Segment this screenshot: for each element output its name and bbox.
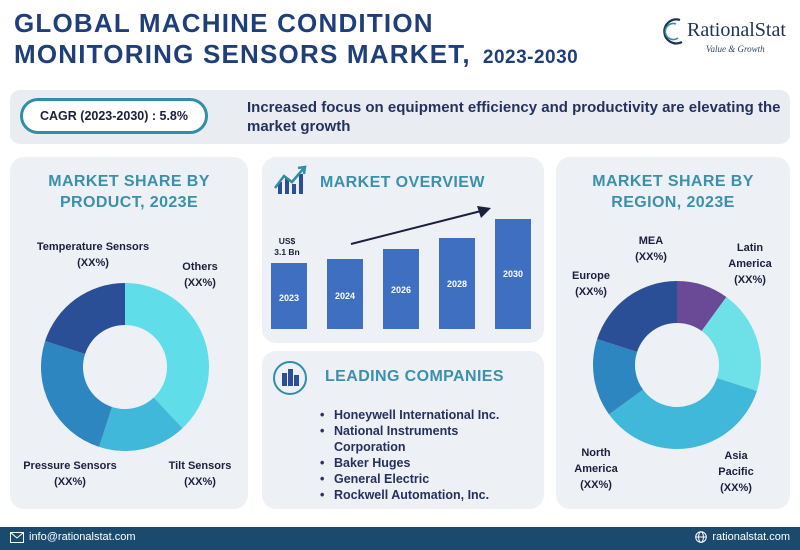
summary-bar: CAGR (2023-2030) : 5.8% Increased focus … — [10, 90, 790, 144]
summary-tagline: Increased focus on equipment efficiency … — [247, 99, 781, 135]
building-icon — [273, 361, 307, 395]
logo-arc-icon — [663, 18, 683, 45]
region-donut-chart — [593, 281, 761, 449]
label-pressure-name: Pressure Sensors — [23, 460, 117, 472]
bar-2023: 2023 — [271, 263, 307, 329]
bar-2028: 2028 — [439, 238, 475, 329]
title-years: 2023-2030 — [482, 47, 579, 68]
bar-2024: 2024 — [327, 259, 363, 329]
label-latin-america: Latin America (XX%) — [722, 240, 778, 288]
label-mea-name: MEA — [638, 235, 664, 247]
brand-name: RationalStat — [687, 19, 786, 41]
brand-tagline: Value & Growth — [706, 44, 765, 54]
label-others-value: (XX%) — [184, 277, 216, 289]
region-slice-latin-america — [701, 297, 761, 391]
start-value-label: US$ 3.1 Bn — [274, 236, 300, 257]
bar-2030: 2030 — [495, 219, 531, 329]
leading-companies-title: Leading Companies — [325, 368, 504, 385]
label-north-america-value: (XX%) — [580, 479, 612, 491]
label-tilt-sensors: Tilt Sensors (XX%) — [160, 458, 240, 490]
label-tilt-value: (XX%) — [184, 476, 216, 488]
label-europe-name: Europe — [572, 270, 610, 282]
companies-list: Honeywell International Inc. National In… — [320, 407, 510, 503]
product-share-title: Market Share by Product, 2023E — [48, 173, 210, 211]
label-pressure-value: (XX%) — [54, 476, 86, 488]
brand-logo: RationalStat Value & Growth — [660, 14, 795, 58]
label-mea: MEA (XX%) — [626, 233, 676, 265]
footer-bar: info@rationalstat.com rationalstat.com — [0, 527, 800, 550]
label-others-name: Others — [182, 261, 218, 273]
bar-year-label: 2028 — [446, 279, 468, 289]
label-mea-value: (XX%) — [635, 251, 667, 263]
label-latin-america-value: (XX%) — [734, 274, 766, 286]
list-item: Honeywell International Inc. — [320, 407, 510, 423]
bar-year-label: 2023 — [278, 293, 300, 303]
label-temperature-name: Temperature Sensors — [36, 241, 150, 253]
market-overview-title: Market Overview — [320, 174, 485, 191]
region-slice-north-america — [593, 339, 644, 415]
label-europe-value: (XX%) — [575, 286, 607, 298]
list-item: General Electric — [320, 471, 510, 487]
label-europe: Europe (XX%) — [566, 268, 616, 300]
email-icon — [10, 531, 24, 543]
label-others: Others (XX%) — [170, 259, 230, 291]
title-line-2: Monitoring Sensors Market, — [14, 39, 471, 69]
page-title: Global Machine Condition Monitoring Sens… — [14, 8, 624, 70]
bar-2026: 2026 — [383, 249, 419, 329]
product-slice-tilt-sensors — [40, 341, 113, 447]
bar-year-label: 2026 — [390, 285, 412, 295]
bar-year-label: 2024 — [334, 291, 356, 301]
list-item: Rockwell Automation, Inc. — [320, 487, 510, 503]
region-slice-europe — [597, 281, 677, 353]
list-item: National Instruments Corporation — [320, 423, 510, 455]
footer-website-link[interactable]: rationalstat.com — [712, 531, 790, 543]
market-bar-chart: 2023 2024 2026 2028 2030 — [262, 157, 544, 343]
region-slice-asia-pacific — [609, 377, 757, 449]
growth-arrow-icon — [350, 206, 491, 245]
label-latin-america-name: Latin America — [728, 242, 772, 270]
product-donut-chart — [40, 283, 210, 451]
region-slice-mea — [677, 281, 727, 332]
product-slice-pressure-sensors — [45, 283, 125, 355]
cagr-badge: CAGR (2023-2030) : 5.8% — [20, 98, 208, 134]
product-slice-temperature-sensors — [125, 283, 210, 429]
region-share-title: Market Share by Region, 2023E — [592, 173, 754, 211]
label-temperature-value: (XX%) — [77, 257, 109, 269]
trend-chart-icon — [274, 165, 307, 194]
label-north-america-name: North America — [574, 447, 618, 475]
product-slice-others — [99, 397, 183, 451]
label-tilt-name: Tilt Sensors — [168, 460, 232, 472]
label-temperature-sensors: Temperature Sensors (XX%) — [18, 239, 168, 271]
globe-icon — [695, 531, 708, 543]
list-item: Baker Huges — [320, 455, 510, 471]
label-pressure-sensors: Pressure Sensors (XX%) — [15, 458, 125, 490]
title-line-1: Global Machine Condition — [14, 8, 434, 38]
label-asia-pacific-value: (XX%) — [720, 482, 752, 494]
label-north-america: North America (XX%) — [568, 445, 624, 493]
footer-email-link[interactable]: info@rationalstat.com — [29, 531, 136, 543]
bar-year-label: 2030 — [502, 269, 524, 279]
label-asia-pacific-name: Asia Pacific — [718, 450, 754, 478]
label-asia-pacific: Asia Pacific (XX%) — [708, 448, 764, 496]
